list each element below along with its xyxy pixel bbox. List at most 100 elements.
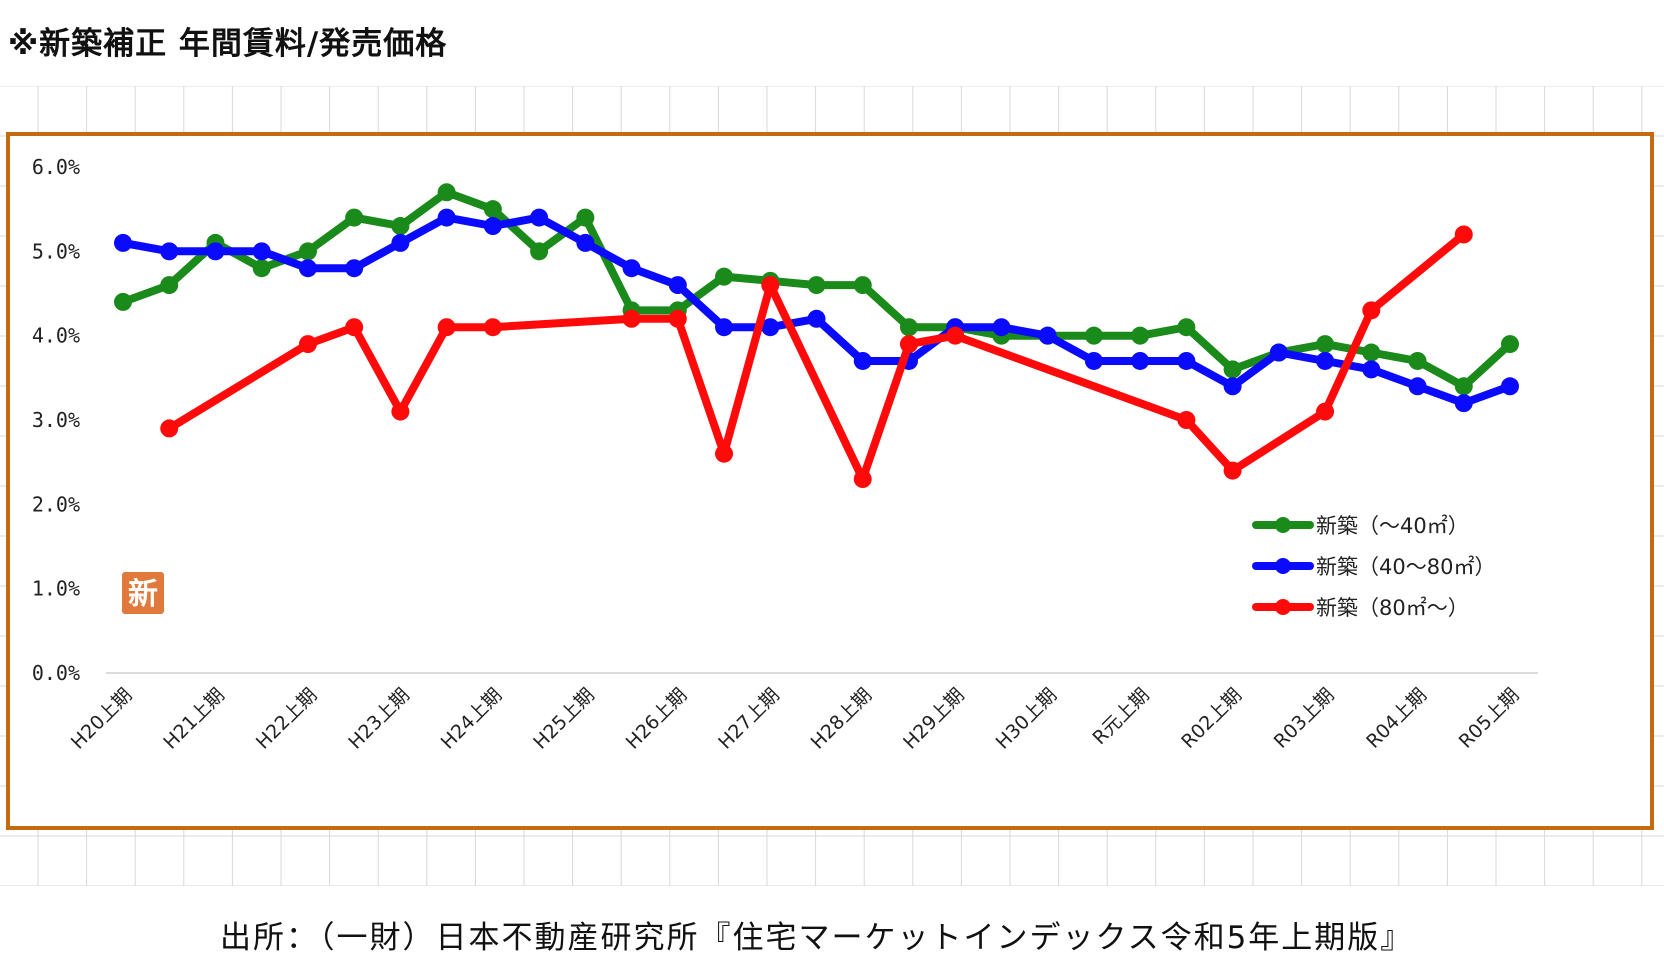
x-tick-label: H27上期 xyxy=(714,684,784,754)
data-point xyxy=(1177,318,1196,337)
data-point xyxy=(576,233,595,252)
y-tick-label: 1.0% xyxy=(32,577,80,601)
x-tick-label: H28上期 xyxy=(807,684,877,754)
data-point xyxy=(437,208,456,227)
data-point xyxy=(992,318,1011,337)
data-point xyxy=(160,419,179,438)
y-tick-label: 5.0% xyxy=(32,239,80,263)
data-point xyxy=(391,217,410,236)
source-note: 出所：（一財）日本不動産研究所『住宅マーケットインデックス令和5年上期版』 xyxy=(220,920,1414,956)
data-point xyxy=(437,318,456,337)
chart-frame[interactable]: 0.0% 1.0% 2.0% 3.0% 4.0% 5.0% 6.0% H20上期 H21上期 H2… xyxy=(6,132,1654,830)
data-point xyxy=(1454,394,1473,413)
new-stamp-icon xyxy=(122,572,164,614)
x-tick-label: R05上期 xyxy=(1455,684,1524,753)
data-point xyxy=(252,259,271,278)
data-point xyxy=(530,208,549,227)
x-tick-label: H24上期 xyxy=(437,684,507,754)
data-point xyxy=(853,276,872,295)
legend-marker xyxy=(1275,558,1291,574)
data-point xyxy=(1362,301,1381,320)
x-tick-label: R02上期 xyxy=(1177,684,1246,753)
x-tick-label: R04上期 xyxy=(1362,684,1431,753)
data-point xyxy=(668,276,687,295)
new-stamp-glyph: 新 xyxy=(128,577,158,612)
x-tick-label: H26上期 xyxy=(622,684,692,754)
data-point xyxy=(483,318,502,337)
data-point xyxy=(1223,461,1242,480)
data-point xyxy=(761,318,780,337)
data-point xyxy=(1131,326,1150,345)
data-point xyxy=(1501,335,1519,354)
data-point xyxy=(715,444,734,463)
data-point xyxy=(576,208,595,227)
data-point xyxy=(668,309,687,328)
data-point xyxy=(1316,402,1335,421)
data-point xyxy=(1131,351,1150,370)
data-point xyxy=(298,335,317,354)
legend-marker xyxy=(1275,517,1291,533)
data-point xyxy=(1408,351,1427,370)
data-point xyxy=(391,402,410,421)
data-point xyxy=(946,326,965,345)
line-chart: 0.0% 1.0% 2.0% 3.0% 4.0% 5.0% 6.0% H20上期 H21上期 H2… xyxy=(32,155,1538,754)
data-point xyxy=(715,267,734,286)
data-point xyxy=(345,208,364,227)
data-point xyxy=(437,183,456,202)
data-point xyxy=(345,259,364,278)
data-point xyxy=(622,259,641,278)
x-tick-label: H21上期 xyxy=(159,684,229,754)
legend-marker xyxy=(1275,599,1291,615)
data-point xyxy=(114,233,132,252)
data-point xyxy=(1223,360,1242,379)
y-tick-label: 0.0% xyxy=(32,661,80,685)
data-point xyxy=(1454,225,1473,244)
x-tick-label: H25上期 xyxy=(529,684,599,754)
legend-label: 新築（～40㎡） xyxy=(1316,514,1469,538)
series-line-3 xyxy=(165,230,1468,483)
x-tick-label: H30上期 xyxy=(992,684,1062,754)
data-point xyxy=(1454,377,1473,396)
data-point xyxy=(160,276,179,295)
data-point xyxy=(1223,377,1242,396)
data-point xyxy=(1177,351,1196,370)
data-point xyxy=(853,351,872,370)
x-tick-label: H22上期 xyxy=(252,684,322,754)
data-point xyxy=(1269,343,1288,362)
data-point xyxy=(1408,377,1427,396)
data-point xyxy=(1177,411,1196,429)
data-point xyxy=(761,276,780,295)
data-point xyxy=(715,318,734,337)
data-point xyxy=(899,335,918,354)
data-point xyxy=(853,470,872,489)
x-tick-label: H23上期 xyxy=(344,684,414,754)
data-point xyxy=(206,242,225,261)
data-point xyxy=(1316,335,1335,354)
data-point xyxy=(114,292,132,311)
y-tick-label: 3.0% xyxy=(32,408,80,432)
data-point xyxy=(1316,351,1335,370)
data-point xyxy=(622,309,641,328)
data-point xyxy=(298,259,317,278)
data-point xyxy=(1084,326,1103,345)
x-tick-label: H20上期 xyxy=(67,684,137,754)
data-point xyxy=(160,242,179,261)
data-point xyxy=(1084,351,1103,370)
data-point xyxy=(899,318,918,337)
y-tick-label: 2.0% xyxy=(32,492,80,516)
data-point xyxy=(1362,343,1381,362)
x-tick-label: R03上期 xyxy=(1270,684,1339,753)
data-point xyxy=(252,242,271,261)
x-tick-label: R元上期 xyxy=(1088,684,1153,749)
data-point xyxy=(483,200,502,219)
data-point xyxy=(298,242,317,261)
data-point xyxy=(391,233,410,252)
data-point xyxy=(530,242,549,261)
data-point xyxy=(807,276,826,295)
x-tick-label: H29上期 xyxy=(899,684,969,754)
legend-label: 新築（40～80㎡） xyxy=(1316,555,1495,579)
data-point xyxy=(345,318,364,337)
data-point xyxy=(483,217,502,236)
legend-label: 新築（80㎡～） xyxy=(1316,596,1469,620)
data-point xyxy=(1362,360,1381,379)
